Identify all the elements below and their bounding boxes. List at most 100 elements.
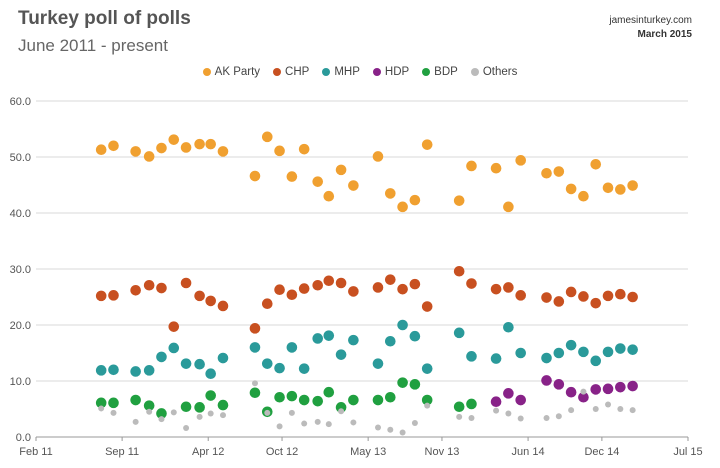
data-point-mhp xyxy=(130,366,141,377)
data-point-ak-party xyxy=(397,201,408,213)
data-point-mhp xyxy=(590,355,602,367)
data-point-ak-party xyxy=(590,158,602,170)
data-point-chp xyxy=(261,298,273,310)
data-point-mhp xyxy=(409,330,421,342)
data-point-others xyxy=(517,415,524,422)
data-point-hdp xyxy=(590,384,602,395)
data-point-others xyxy=(617,406,624,412)
data-point-others xyxy=(183,425,190,432)
data-point-bdp xyxy=(384,391,396,403)
data-point-hdp xyxy=(541,375,552,386)
data-point-ak-party xyxy=(274,145,285,157)
y-tick-label: 0.0 xyxy=(16,432,31,444)
data-point-others xyxy=(110,409,117,416)
y-tick-label: 60.0 xyxy=(10,96,31,108)
data-point-bdp xyxy=(249,387,261,399)
data-point-others xyxy=(196,413,203,420)
data-point-others xyxy=(158,416,165,423)
data-point-chp xyxy=(298,283,310,294)
data-point-ak-party xyxy=(286,171,298,182)
legend-label: Others xyxy=(482,66,518,78)
x-tick-label: May 13 xyxy=(350,446,386,458)
data-point-bdp xyxy=(397,377,408,388)
data-point-ak-party xyxy=(95,144,107,156)
data-point-mhp xyxy=(249,342,261,353)
data-point-bdp xyxy=(312,395,324,407)
data-point-mhp xyxy=(565,339,577,351)
data-point-mhp xyxy=(286,342,298,353)
legend-label: BDP xyxy=(434,66,458,78)
data-point-chp xyxy=(553,296,565,307)
data-point-ak-party xyxy=(143,151,155,162)
data-point-others xyxy=(592,406,599,412)
data-point-chp xyxy=(143,279,155,291)
data-point-mhp xyxy=(312,333,324,344)
data-point-mhp xyxy=(384,335,396,347)
legend-marker xyxy=(322,68,331,76)
data-point-chp xyxy=(541,292,552,303)
data-point-bdp xyxy=(348,394,359,406)
data-point-others xyxy=(374,424,381,431)
data-point-mhp xyxy=(335,349,347,360)
legend-label: HDP xyxy=(384,66,410,78)
data-point-ak-party xyxy=(541,167,552,179)
data-point-chp xyxy=(180,277,192,289)
data-point-ak-party xyxy=(205,138,216,150)
legend-label: CHP xyxy=(285,66,310,78)
data-point-bdp xyxy=(409,379,421,390)
data-point-chp xyxy=(421,301,433,312)
data-point-hdp xyxy=(615,381,626,393)
x-tick-label: Jul 15 xyxy=(673,446,702,458)
data-point-hdp xyxy=(565,386,577,398)
data-point-chp xyxy=(397,283,408,295)
data-point-ak-party xyxy=(602,182,614,194)
legend-marker xyxy=(422,68,431,76)
legend-item: Others xyxy=(470,66,518,78)
legend-item: CHP xyxy=(273,66,309,78)
data-point-others xyxy=(543,414,550,421)
data-point-ak-party xyxy=(453,195,465,206)
y-tick-label: 20.0 xyxy=(10,320,31,332)
data-point-ak-party xyxy=(615,184,626,195)
chart-legend: AK Party CHP MHP HDP BDP Others xyxy=(0,66,720,78)
legend-item: BDP xyxy=(422,66,458,78)
data-point-bdp xyxy=(108,397,119,409)
data-point-chp xyxy=(194,290,205,302)
data-point-ak-party xyxy=(553,166,565,177)
data-point-chp xyxy=(205,295,216,307)
data-point-ak-party xyxy=(217,146,229,157)
data-point-chp xyxy=(168,321,180,332)
data-point-bdp xyxy=(205,390,216,401)
data-point-others xyxy=(338,408,345,415)
data-point-others xyxy=(288,409,295,416)
x-tick-label: Feb 11 xyxy=(19,446,52,458)
data-point-chp xyxy=(515,290,526,301)
data-point-others xyxy=(505,410,512,417)
data-point-others xyxy=(132,418,139,425)
data-point-others xyxy=(493,407,500,414)
source-site: jamesinturkey.com xyxy=(609,15,692,26)
data-point-hdp xyxy=(490,396,502,408)
data-point-ak-party xyxy=(180,142,192,153)
data-point-ak-party xyxy=(194,138,205,150)
data-point-chp xyxy=(312,279,324,291)
x-tick-label: Apr 12 xyxy=(192,446,224,458)
data-point-bdp xyxy=(95,397,107,409)
data-point-chp xyxy=(503,282,514,293)
data-point-bdp xyxy=(372,394,384,406)
data-point-mhp xyxy=(372,358,384,369)
data-point-ak-party xyxy=(261,131,273,143)
x-tick-label: Dec 14 xyxy=(584,446,619,458)
data-point-others xyxy=(170,409,177,416)
data-point-mhp xyxy=(602,346,614,358)
data-point-others xyxy=(568,407,575,414)
data-point-ak-party xyxy=(323,190,335,202)
data-point-ak-party xyxy=(335,164,347,176)
chart-subtitle: June 2011 - present xyxy=(18,36,168,55)
data-point-bdp xyxy=(274,391,285,403)
data-point-bdp xyxy=(323,386,335,398)
data-point-chp xyxy=(602,290,614,302)
data-point-bdp xyxy=(156,408,167,419)
data-point-mhp xyxy=(515,347,526,359)
